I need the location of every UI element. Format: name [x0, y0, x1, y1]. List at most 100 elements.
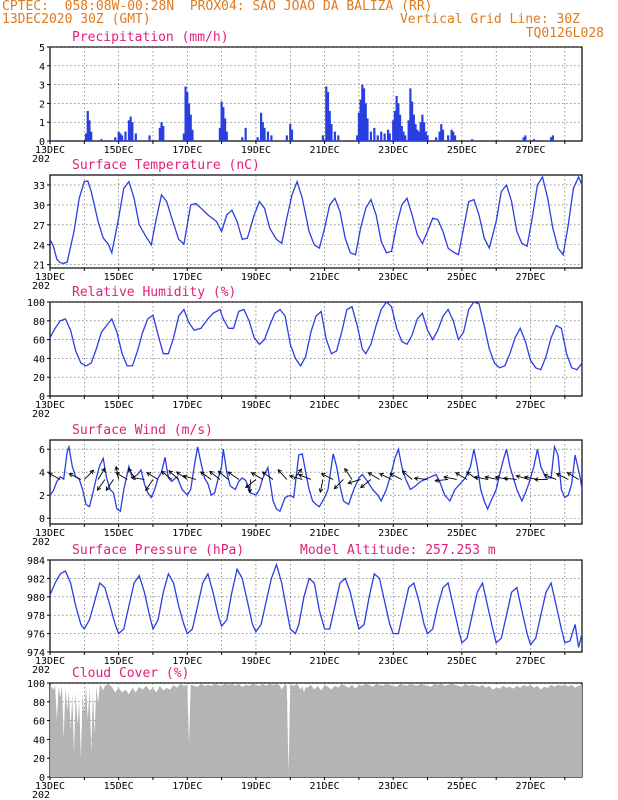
wind-arrowhead [175, 471, 181, 476]
wind-arrowhead [130, 475, 136, 481]
wind-arrowhead [443, 475, 448, 480]
x-tick-label: 25DEC [447, 400, 477, 411]
wind-arrowhead [89, 469, 95, 475]
x-tick-label: 25DEC [447, 272, 477, 283]
cloud-cover-area [50, 683, 582, 777]
precip-bar [362, 88, 366, 141]
precip-bar [333, 131, 336, 141]
precip-bar [356, 135, 359, 141]
wind-arrowhead [297, 468, 303, 474]
wind-vector [146, 472, 159, 480]
wind-vector [131, 477, 145, 480]
precip-bar [369, 131, 373, 141]
wind-arrowhead [401, 470, 407, 475]
wind-arrowhead [455, 472, 460, 477]
wind-arrowhead [182, 474, 188, 479]
y-tick-label: 982 [27, 574, 45, 585]
wind-arrowhead [515, 474, 521, 479]
precip-bar [376, 135, 379, 141]
precip-bar [160, 122, 163, 141]
y-tick-label: 2 [39, 99, 45, 110]
x-year-fragment: 202 [32, 154, 50, 165]
y-tick-label: 2 [39, 491, 45, 502]
precip-bar [285, 135, 288, 141]
x-tick-label: 13DEC [35, 656, 65, 667]
x-tick-label: 21DEC [310, 272, 340, 283]
precip-bar [366, 118, 369, 141]
precip-bar [148, 135, 151, 141]
x-tick-label: 17DEC [172, 272, 202, 283]
precip-bar [289, 124, 292, 141]
precip-bar [162, 125, 165, 141]
x-tick-label: 15DEC [104, 528, 134, 539]
precip-bar [361, 84, 364, 141]
panel-frame-wind [49, 439, 583, 525]
wind-arrowhead [217, 470, 223, 476]
y-tick-label: 60 [33, 717, 45, 728]
precip-bar [453, 135, 457, 141]
precip-bar [435, 137, 438, 141]
x-tick-label: 27DEC [515, 781, 545, 792]
precip-bar [184, 86, 187, 141]
x-tick-label: 25DEC [447, 145, 477, 156]
panel-frame-temp [49, 174, 583, 269]
x-tick-label: 23DEC [378, 781, 408, 792]
precip-bar [117, 131, 120, 141]
wind-arrowhead [297, 473, 303, 479]
precip-bar [397, 103, 400, 141]
precip-bar [412, 114, 415, 141]
precip-bar [223, 118, 227, 141]
precip-bar [357, 112, 361, 141]
model-altitude: Model Altitude: 257.253 m [300, 543, 496, 558]
precip-bar [263, 127, 266, 141]
precip-bar [186, 92, 189, 141]
wind-arrowhead [227, 471, 233, 476]
header-date: 13DEC2020 30Z (GMT) [2, 12, 151, 27]
x-year-fragment: 202 [32, 537, 50, 548]
wind-vector [145, 479, 154, 491]
x-tick-label: 17DEC [172, 528, 202, 539]
x-tick-label: 13DEC [35, 781, 65, 792]
wind-vector [321, 473, 334, 480]
x-tick-label: 15DEC [104, 656, 134, 667]
wind-vector [298, 474, 312, 480]
y-tick-label: 20 [33, 754, 45, 765]
x-tick-label: 15DEC [104, 400, 134, 411]
y-tick-label: 5 [39, 43, 45, 54]
precip-bar [419, 122, 422, 141]
wind-vector [567, 472, 579, 480]
precip-bar [551, 135, 554, 141]
wind-vector [262, 471, 274, 480]
y-tick-label: 60 [33, 336, 45, 347]
wind-arrowhead [347, 480, 353, 485]
x-tick-label: 19DEC [241, 528, 271, 539]
wind-arrowhead [68, 473, 74, 478]
y-tick-label: 20 [33, 373, 45, 384]
wind-vector [319, 479, 324, 493]
wind-arrowhead [318, 488, 324, 494]
precip-bar [424, 131, 427, 141]
y-tick-label: 40 [33, 735, 45, 746]
precip-bar [524, 135, 527, 141]
precip-bar [438, 131, 441, 141]
rh-line [49, 301, 583, 371]
y-tick-label: 80 [33, 698, 45, 709]
y-tick-label: 3 [39, 81, 45, 92]
x-tick-label: 13DEC [35, 272, 65, 283]
wind-vector [161, 471, 173, 480]
wind-vector [455, 472, 468, 480]
wind-arrowhead [484, 475, 490, 480]
wind-arrowhead [277, 469, 283, 474]
x-tick-label: 13DEC [35, 145, 65, 156]
wind-arrowhead [101, 467, 106, 473]
x-tick-label: 19DEC [241, 656, 271, 667]
wind-vector [218, 471, 229, 480]
precip-bar [388, 133, 391, 141]
precip-bar [119, 133, 122, 141]
wind-arrowhead [168, 470, 174, 475]
y-tick-label: 984 [27, 556, 45, 567]
precip-bar [129, 116, 132, 141]
y-tick-label: 27 [33, 221, 45, 232]
wind-vector [251, 472, 264, 480]
precip-bar [55, 140, 58, 141]
